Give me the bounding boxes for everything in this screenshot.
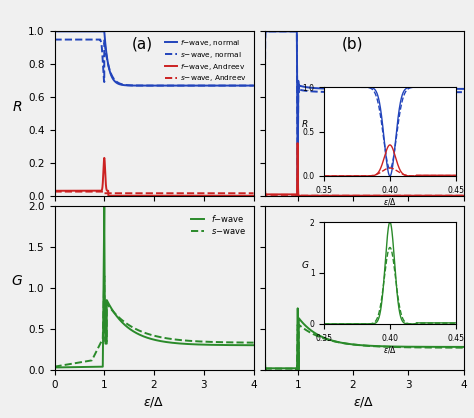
$f$−wave	[154, 338, 159, 343]
$f$−wave	[173, 341, 178, 346]
$f$−wave, Andreev	[154, 193, 159, 198]
$s$−wave, Andreev	[251, 191, 256, 196]
$s$−wave, normal	[156, 83, 162, 88]
$f$−wave, Andreev	[173, 193, 178, 198]
Text: (b): (b)	[341, 36, 363, 51]
$s$−wave	[81, 359, 87, 364]
$f$−wave, Andreev	[62, 188, 68, 193]
$s$−wave, Andreev	[81, 189, 87, 194]
$f$−wave, normal	[247, 83, 253, 88]
$f$−wave, normal	[156, 83, 162, 88]
$f$−wave, normal	[154, 83, 159, 88]
$s$−wave, normal	[251, 83, 256, 88]
$f$−wave, Andreev	[105, 193, 111, 198]
$f$−wave, Andreev	[81, 188, 87, 193]
$s$−wave, normal	[154, 83, 159, 88]
$s$−wave, normal	[103, 51, 109, 56]
X-axis label: $\epsilon/\Delta$: $\epsilon/\Delta$	[353, 395, 375, 409]
$f$−wave, normal	[173, 83, 178, 88]
$f$−wave, normal	[81, 29, 87, 34]
$s$−wave, Andreev	[173, 191, 178, 196]
$s$−wave	[62, 362, 68, 367]
$s$−wave, normal	[52, 37, 57, 42]
Line: $s$−wave, Andreev: $s$−wave, Andreev	[55, 191, 254, 193]
Line: $f$−wave, normal: $f$−wave, normal	[55, 31, 254, 86]
$s$−wave, normal	[62, 37, 68, 42]
Legend: $f$−wave, normal, $s$−wave, normal, $f$−wave, Andreev, $s$−wave, Andreev: $f$−wave, normal, $s$−wave, normal, $f$−…	[163, 35, 250, 87]
$s$−wave	[156, 334, 162, 339]
$s$−wave	[101, 273, 107, 278]
$s$−wave, Andreev	[62, 189, 68, 194]
Line: $s$−wave: $s$−wave	[55, 276, 254, 367]
Line: $s$−wave, normal: $s$−wave, normal	[55, 40, 254, 86]
Legend: $f$−wave, $s$−wave: $f$−wave, $s$−wave	[188, 210, 249, 239]
$f$−wave, normal	[103, 47, 109, 52]
Text: (a): (a)	[131, 36, 153, 51]
$s$−wave	[103, 339, 109, 344]
$f$−wave, Andreev	[251, 193, 256, 198]
$f$−wave	[52, 365, 57, 370]
$s$−wave, Andreev	[52, 189, 57, 194]
$f$−wave	[103, 341, 109, 346]
$f$−wave	[62, 365, 68, 370]
Y-axis label: $G$: $G$	[11, 274, 23, 288]
$f$−wave	[156, 338, 162, 343]
$s$−wave, Andreev	[101, 191, 107, 196]
Line: $f$−wave: $f$−wave	[55, 207, 254, 367]
$f$−wave, normal	[251, 83, 256, 88]
$f$−wave, normal	[62, 29, 68, 34]
$f$−wave, normal	[52, 29, 57, 34]
$s$−wave	[52, 364, 57, 369]
$s$−wave	[173, 337, 178, 342]
Y-axis label: $R$: $R$	[12, 99, 22, 114]
$s$−wave	[251, 340, 256, 345]
Line: $f$−wave, Andreev: $f$−wave, Andreev	[55, 158, 254, 196]
$f$−wave	[101, 204, 107, 209]
$s$−wave	[154, 334, 159, 339]
$s$−wave, Andreev	[154, 191, 159, 196]
$f$−wave	[81, 364, 87, 370]
$f$−wave, Andreev	[156, 193, 162, 198]
$f$−wave, Andreev	[101, 155, 107, 161]
X-axis label: $\epsilon/\Delta$: $\epsilon/\Delta$	[143, 395, 165, 409]
$f$−wave, Andreev	[52, 188, 57, 193]
$s$−wave, normal	[81, 37, 87, 42]
$s$−wave, Andreev	[156, 191, 162, 196]
$f$−wave	[251, 343, 256, 348]
$s$−wave, normal	[173, 83, 178, 88]
$f$−wave, Andreev	[103, 184, 109, 189]
$s$−wave, Andreev	[103, 191, 109, 196]
